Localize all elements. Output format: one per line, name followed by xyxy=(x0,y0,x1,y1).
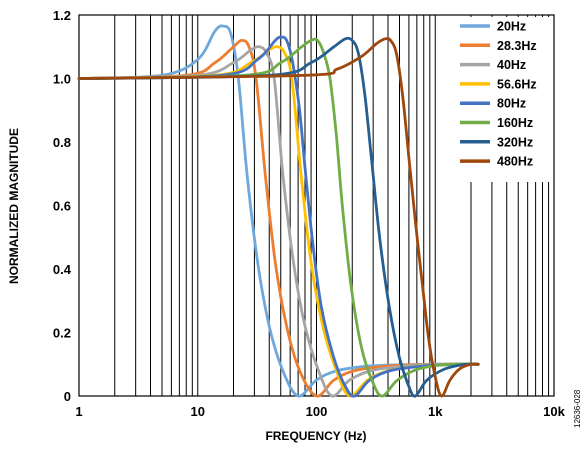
series-line-56.6Hz xyxy=(77,45,480,398)
series-line-80Hz xyxy=(77,35,480,398)
y-axis-title: NORMALIZED MAGNITUDE xyxy=(7,128,21,284)
x-tick-label: 10k xyxy=(543,404,565,419)
series-line-480Hz xyxy=(77,37,480,398)
series-line-320Hz xyxy=(77,36,480,398)
y-tick-label: 0.4 xyxy=(53,262,72,277)
series-lines xyxy=(77,24,480,398)
x-tick-label: 1 xyxy=(75,404,82,419)
x-tick-label: 1k xyxy=(428,404,443,419)
series-line-40Hz xyxy=(77,45,480,398)
series-line-160Hz xyxy=(77,37,480,398)
legend-label: 56.6Hz xyxy=(497,77,537,91)
y-tick-label: 0.2 xyxy=(53,326,71,341)
x-tick-labels: 1 10 100 1k 10k xyxy=(75,404,565,419)
legend-label: 480Hz xyxy=(497,155,533,169)
y-tick-label: 0 xyxy=(64,389,71,404)
y-tick-labels: 0 0.2 0.4 0.6 0.8 1.0 1.2 xyxy=(53,8,72,404)
legend-label: 320Hz xyxy=(497,135,533,149)
y-tick-label: 0.8 xyxy=(53,135,71,150)
legend-label: 40Hz xyxy=(497,58,526,72)
series-line-28.3Hz xyxy=(77,39,480,398)
legend: 20Hz 28.3Hz 40Hz 56.6Hz 80Hz 160Hz 320Hz 480Hz xyxy=(450,17,552,182)
x-tick-label: 100 xyxy=(306,404,328,419)
x-tick-label: 10 xyxy=(191,404,205,419)
y-tick-label: 1.2 xyxy=(53,8,71,23)
y-tick-label: 0.6 xyxy=(53,199,71,214)
series-line-20Hz xyxy=(77,24,480,398)
legend-label: 28.3Hz xyxy=(497,39,537,53)
legend-label: 160Hz xyxy=(497,116,533,130)
x-axis-title: FREQUENCY (Hz) xyxy=(265,429,366,443)
legend-label: 80Hz xyxy=(497,97,526,111)
y-tick-label: 1.0 xyxy=(53,72,71,87)
legend-label: 20Hz xyxy=(497,20,526,34)
figure-id: 12636-028 xyxy=(573,389,582,428)
